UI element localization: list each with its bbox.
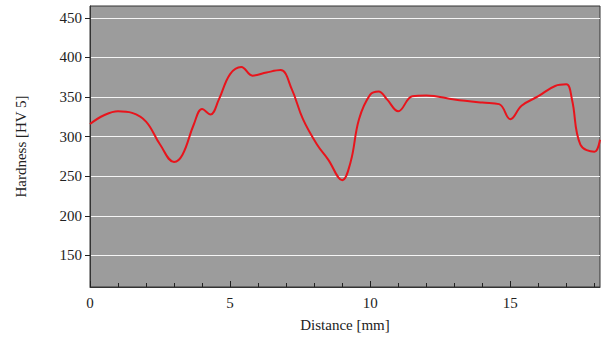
svg-text:400: 400 (60, 49, 83, 65)
svg-text:5: 5 (226, 295, 234, 311)
svg-text:Distance [mm]: Distance [mm] (300, 317, 390, 333)
svg-text:150: 150 (60, 247, 83, 263)
svg-text:10: 10 (363, 295, 378, 311)
svg-text:250: 250 (60, 168, 83, 184)
svg-text:15: 15 (503, 295, 518, 311)
svg-text:200: 200 (60, 208, 83, 224)
svg-text:Hardness [HV 5]: Hardness [HV 5] (13, 95, 29, 197)
svg-text:350: 350 (60, 89, 83, 105)
svg-text:450: 450 (60, 10, 83, 26)
svg-text:0: 0 (86, 295, 94, 311)
svg-text:300: 300 (60, 129, 83, 145)
